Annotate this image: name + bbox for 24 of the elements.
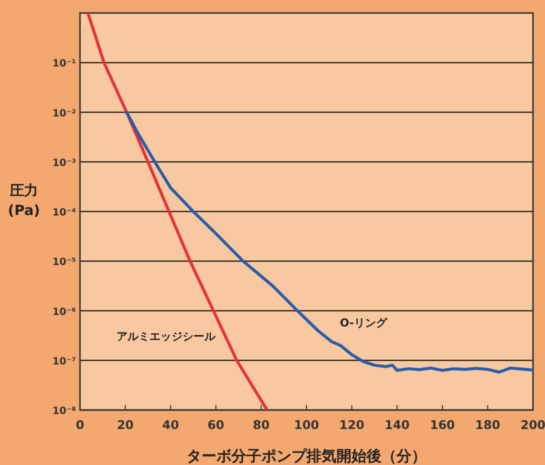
y-tick-label: 10⁻¹ (52, 58, 76, 70)
series-label: O-リング (340, 316, 388, 330)
x-tick-label: 40 (162, 418, 179, 432)
y-tick-label: 10⁻⁶ (52, 306, 76, 318)
y-tick-label: 10⁻² (52, 108, 76, 120)
x-axis-title: ターボ分子ポンプ排気開始後（分） (186, 447, 426, 465)
x-tick-label: 60 (208, 418, 224, 432)
y-tick-label: 10⁻³ (52, 158, 76, 169)
x-tick-label: 100 (294, 418, 320, 432)
y-tick-label: 10⁻⁵ (52, 257, 76, 268)
y-tick-label: 10⁻⁴ (52, 208, 76, 218)
line-series (86, 13, 269, 410)
x-tick-label: 0 (76, 418, 84, 432)
x-tick-label: 120 (339, 418, 364, 432)
x-tick-label: 20 (116, 418, 134, 432)
x-tick-label: 200 (520, 418, 545, 432)
x-tick-label: 180 (475, 418, 500, 432)
x-tick-label: 140 (384, 418, 410, 432)
series-label: アルミエッジシール (116, 330, 216, 343)
y-tick-label: 10⁻⁷ (52, 356, 76, 368)
y-tick-label: 10⁻⁸ (52, 406, 76, 417)
x-tick-label: 80 (252, 418, 270, 432)
x-tick-label: 160 (430, 418, 455, 432)
y-axis-title: 圧力 (Pa) (8, 183, 40, 219)
